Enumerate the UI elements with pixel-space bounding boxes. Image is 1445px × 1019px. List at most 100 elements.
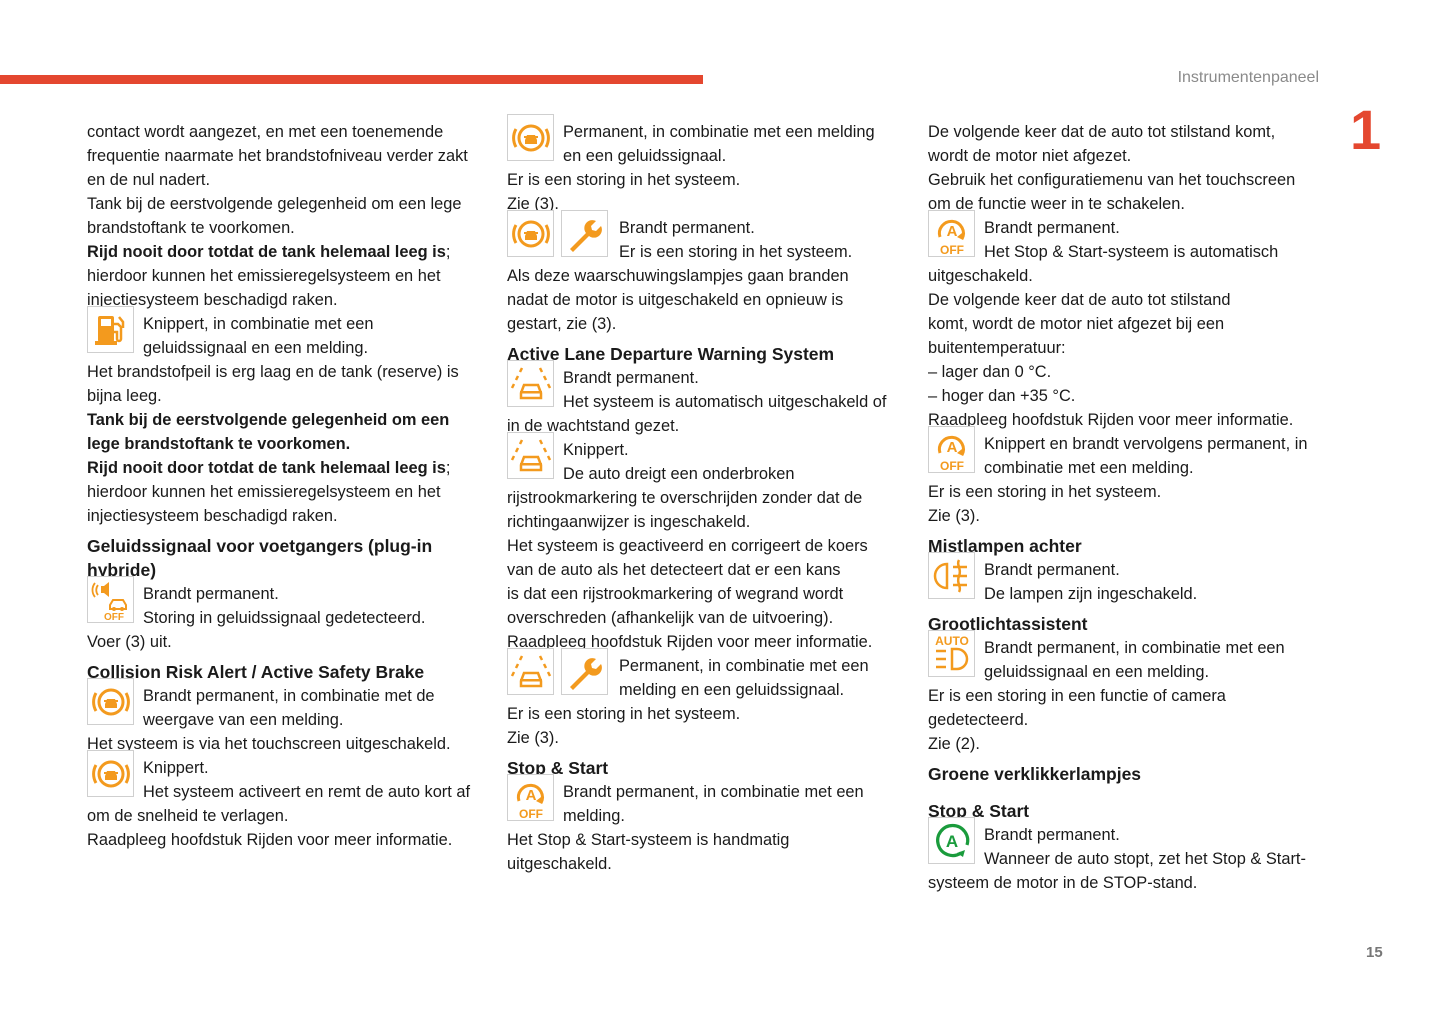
lamp-description-line: en een geluidssignaal.: [507, 144, 917, 168]
text: in de wachtstand gezet.: [507, 417, 680, 435]
paragraph: rijstrookmarkering te overschrijden zond…: [507, 486, 917, 654]
text: Storing in geluidssignaal gedetecteerd.: [143, 609, 426, 627]
text: wordt de motor niet afgezet.: [928, 147, 1132, 165]
text: Brandt permanent.: [984, 826, 1120, 844]
collision-alert-icon: [507, 114, 554, 161]
section-heading: Groene verklikkerlampjes: [928, 762, 1338, 786]
paragraph: Als deze waarschuwingslampjes gaan brand…: [507, 264, 917, 336]
paragraph: Het brandstofpeil is erg laag en de tank…: [87, 360, 497, 528]
text: Permanent, in combinatie met een: [619, 657, 869, 675]
heading-line: Active Lane Departure Warning System: [507, 342, 917, 366]
stop-start-off-icon: A OFF: [507, 774, 554, 821]
text-line: en de nul nadert.: [87, 168, 497, 192]
text-line: Raadpleeg hoofdstuk Rijden voor meer inf…: [87, 828, 497, 852]
text-line: Het systeem is via het touchscreen uitge…: [87, 732, 497, 756]
lamp-description-line: melding en een geluidssignaal.: [507, 678, 917, 702]
text-line: Tank bij de eerstvolgende gelegenheid om…: [87, 408, 497, 432]
lamp-icons: A OFF: [507, 774, 554, 821]
text: van de auto als het detecteert dat er ee…: [507, 561, 841, 579]
paragraph: Er is een storing in het systeem. Zie (3)…: [507, 168, 917, 216]
text: Voer (3) uit.: [87, 633, 172, 651]
lamp-description-line: Permanent, in combinatie met een: [507, 654, 917, 678]
text: Er is een storing in het systeem.: [507, 705, 741, 723]
text: melding.: [563, 807, 625, 825]
warning-lamp-entry: Brandt permanent. Er is een storing in he…: [507, 210, 917, 264]
wrench-icon: [561, 648, 608, 695]
text-line: uitgeschakeld.: [507, 852, 917, 876]
warning-lamp-entry: Brandt permanent. Het systeem is automati…: [507, 360, 917, 414]
svg-text:OFF: OFF: [104, 612, 124, 621]
text: uitgeschakeld.: [507, 855, 612, 873]
lamp-description-line: Het Stop & Start-systeem is automatisch: [928, 240, 1338, 264]
lamp-description-line: Brandt permanent, in combinatie met een: [928, 636, 1338, 660]
text-line: injectiesysteem beschadigd raken.: [87, 288, 497, 312]
lamp-description-line: Er is een storing in het systeem.: [507, 240, 917, 264]
text: injectiesysteem beschadigd raken.: [87, 291, 338, 309]
text-line: injectiesysteem beschadigd raken.: [87, 504, 497, 528]
paragraph: Er is een storing in het systeem. Zie (3)…: [928, 480, 1338, 528]
lamp-icons: A: [928, 817, 975, 864]
lamp-description-line: Knippert, in combinatie met een: [87, 312, 497, 336]
text-line: frequentie naarmate het brandstofniveau …: [87, 144, 497, 168]
lamp-description-line: De auto dreigt een onderbroken: [507, 462, 917, 486]
header-accent-bar: [0, 75, 703, 84]
stop-start-off-icon: A OFF: [928, 426, 975, 473]
lamp-description-line: geluidssignaal en een melding.: [87, 336, 497, 360]
section-heading: Active Lane Departure Warning System: [507, 342, 917, 366]
text-line: Het systeem is geactiveerd en corrigeert…: [507, 534, 917, 558]
warning-lamp-entry: AUTO Brandt permanent, in combinatie met …: [928, 630, 1338, 684]
lamp-icons: [507, 648, 608, 695]
text-line: Raadpleeg hoofdstuk Rijden voor meer inf…: [507, 630, 917, 654]
text-line: Rijd nooit door totdat de tank helemaal …: [87, 240, 497, 264]
text: komt, wordt de motor niet afgezet bij ee…: [928, 315, 1225, 333]
collision-alert-icon: [507, 210, 554, 257]
paragraph: Het systeem is via het touchscreen uitge…: [87, 732, 497, 756]
paragraph: Er is een storing in een functie of came…: [928, 684, 1338, 756]
stop-start-off-icon: A OFF: [928, 210, 975, 257]
paragraph: Er is een storing in het systeem. Zie (3)…: [507, 702, 917, 750]
lamp-description-line: Knippert.: [87, 756, 497, 780]
heading-line: Geluidssignaal voor voetgangers (plug-in: [87, 534, 497, 558]
lamp-description-line: Het systeem is automatisch uitgeschakeld…: [507, 390, 917, 414]
text-line: Zie (3).: [507, 726, 917, 750]
rear-fog-lamp-icon: [928, 552, 975, 599]
fuel-icon: [87, 306, 134, 353]
paragraph: Het Stop & Start-systeem is handmatig uit…: [507, 828, 917, 876]
text-line: De volgende keer dat de auto tot stilsta…: [928, 288, 1338, 312]
section-heading: Stop & Start: [928, 799, 1338, 823]
heading-line: Mistlampen achter: [928, 534, 1338, 558]
text: buitentemperatuur:: [928, 339, 1066, 357]
text-line: gestart, zie (3).: [507, 312, 917, 336]
lamp-description-line: Brandt permanent, in combinatie met een: [507, 780, 917, 804]
lamp-description-line: Brandt permanent.: [928, 216, 1338, 240]
paragraph: contact wordt aangezet, en met een toene…: [87, 120, 497, 312]
text-line: wordt de motor niet afgezet.: [928, 144, 1338, 168]
svg-text:A: A: [945, 832, 957, 851]
text: Mistlampen achter: [928, 536, 1082, 556]
bold-text: lege brandstoftank te voorkomen.: [87, 435, 351, 453]
text: om de functie weer in te schakelen.: [928, 195, 1185, 213]
text-line: Het Stop & Start-systeem is handmatig: [507, 828, 917, 852]
paragraph: om de snelheid te verlagen. Raadpleeg hoo…: [87, 804, 497, 852]
paragraph: Voer (3) uit.: [87, 630, 497, 654]
lamp-description-line: Wanneer de auto stopt, zet het Stop & St…: [928, 847, 1338, 871]
warning-lamp-entry: Knippert, in combinatie met een geluidssi…: [87, 306, 497, 360]
column-2: Permanent, in combinatie met een melding…: [507, 114, 917, 876]
lamp-description-line: Brandt permanent.: [928, 558, 1338, 582]
paragraph: in de wachtstand gezet.: [507, 414, 917, 438]
collision-alert-icon: [87, 678, 134, 725]
text-line: lege brandstoftank te voorkomen.: [87, 432, 497, 456]
text-line: richtingaanwijzer is ingeschakeld.: [507, 510, 917, 534]
auto-high-beam-icon: AUTO: [928, 630, 975, 677]
lamp-description-line: Brandt permanent.: [928, 823, 1338, 847]
column-1: contact wordt aangezet, en met een toene…: [87, 120, 497, 852]
text-line: is dat een rijstrookmarkering of wegrand…: [507, 582, 917, 606]
text-line: buitentemperatuur:: [928, 336, 1338, 360]
warning-lamp-entry: A OFF Brandt permanent, in combinatie met …: [507, 774, 917, 828]
text: geluidssignaal en een melding.: [984, 663, 1210, 681]
lamp-icons: [507, 360, 554, 407]
text: Groene verklikkerlampjes: [928, 764, 1142, 784]
column-3: De volgende keer dat de auto tot stilsta…: [928, 120, 1338, 895]
text: hierdoor kunnen het emissieregelsysteem …: [87, 267, 441, 285]
lamp-icons: A OFF: [928, 426, 975, 473]
